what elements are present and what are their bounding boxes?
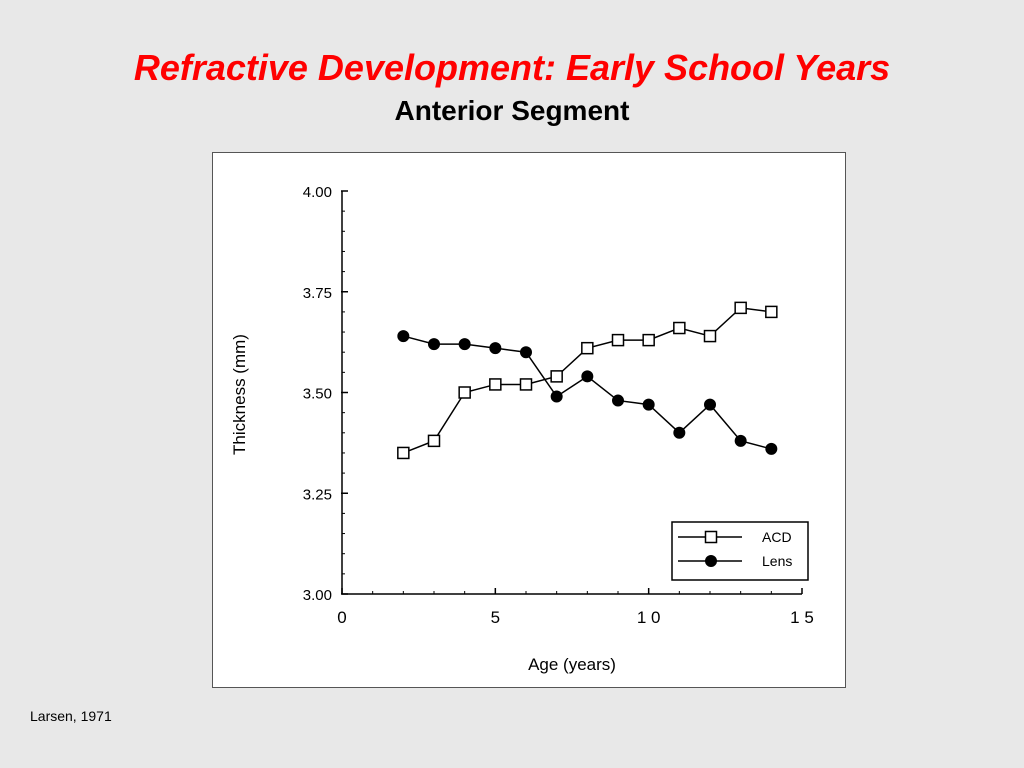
lens-point (642, 398, 655, 411)
acd-legend-marker (704, 530, 718, 544)
acd-point (427, 434, 441, 448)
chart-ticks: 3.00 3.25 3.50 3.75 4.00 0 5 1 0 1 5 (303, 184, 814, 627)
chart-frame: 3.00 3.25 3.50 3.75 4.00 0 5 1 0 1 5 ACD Lens Age… (212, 152, 846, 688)
y-tick-label: 3.00 (303, 587, 332, 604)
acd-point (611, 333, 625, 347)
lens-legend-label: Lens (762, 553, 792, 569)
legend-box (671, 521, 809, 581)
acd-legend-label: ACD (762, 529, 792, 545)
lens-point (458, 338, 471, 351)
lens-point (428, 338, 440, 351)
lens-point (550, 390, 563, 403)
acd-point (581, 341, 594, 355)
acd-point (703, 329, 717, 343)
chart-series (397, 301, 778, 460)
y-tick-label: 3.75 (303, 285, 332, 302)
x-tick-label: 5 (491, 608, 500, 627)
chart-legend: ACD Lens (671, 521, 809, 581)
x-axis-label: Age (years) (528, 655, 616, 674)
acd-point (550, 370, 563, 383)
acd-point (642, 333, 655, 347)
lens-point (734, 434, 747, 447)
lens-point (489, 342, 502, 355)
acd-point (765, 305, 778, 319)
y-axis-label: Thickness (mm) (230, 334, 249, 455)
acd-point (519, 378, 533, 391)
lens-point (520, 346, 532, 359)
lens-legend-marker (705, 555, 717, 567)
y-tick-label: 4.00 (303, 184, 332, 201)
thickness-chart: 3.00 3.25 3.50 3.75 4.00 0 5 1 0 1 5 ACD Lens Age… (230, 184, 814, 674)
citation: Larsen, 1971 (30, 708, 112, 724)
acd-point (489, 378, 502, 391)
x-tick-label: 1 5 (790, 608, 814, 627)
x-tick-label: 0 (337, 608, 346, 627)
x-tick-label: 1 0 (637, 608, 661, 627)
acd-point (458, 386, 471, 399)
slide-title: Refractive Development: Early School Yea… (133, 47, 891, 88)
lens-point (704, 398, 716, 411)
acd-point (397, 446, 410, 460)
acd-point (734, 301, 747, 315)
slide-subtitle: Anterior Segment (394, 95, 630, 126)
y-tick-label: 3.25 (303, 486, 332, 503)
lens-point (673, 426, 686, 439)
acd-point (673, 321, 686, 335)
lens-point (397, 330, 410, 343)
lens-point (612, 394, 624, 407)
y-tick-label: 3.50 (303, 386, 332, 403)
lens-point (581, 370, 594, 383)
lens-point (765, 442, 778, 455)
